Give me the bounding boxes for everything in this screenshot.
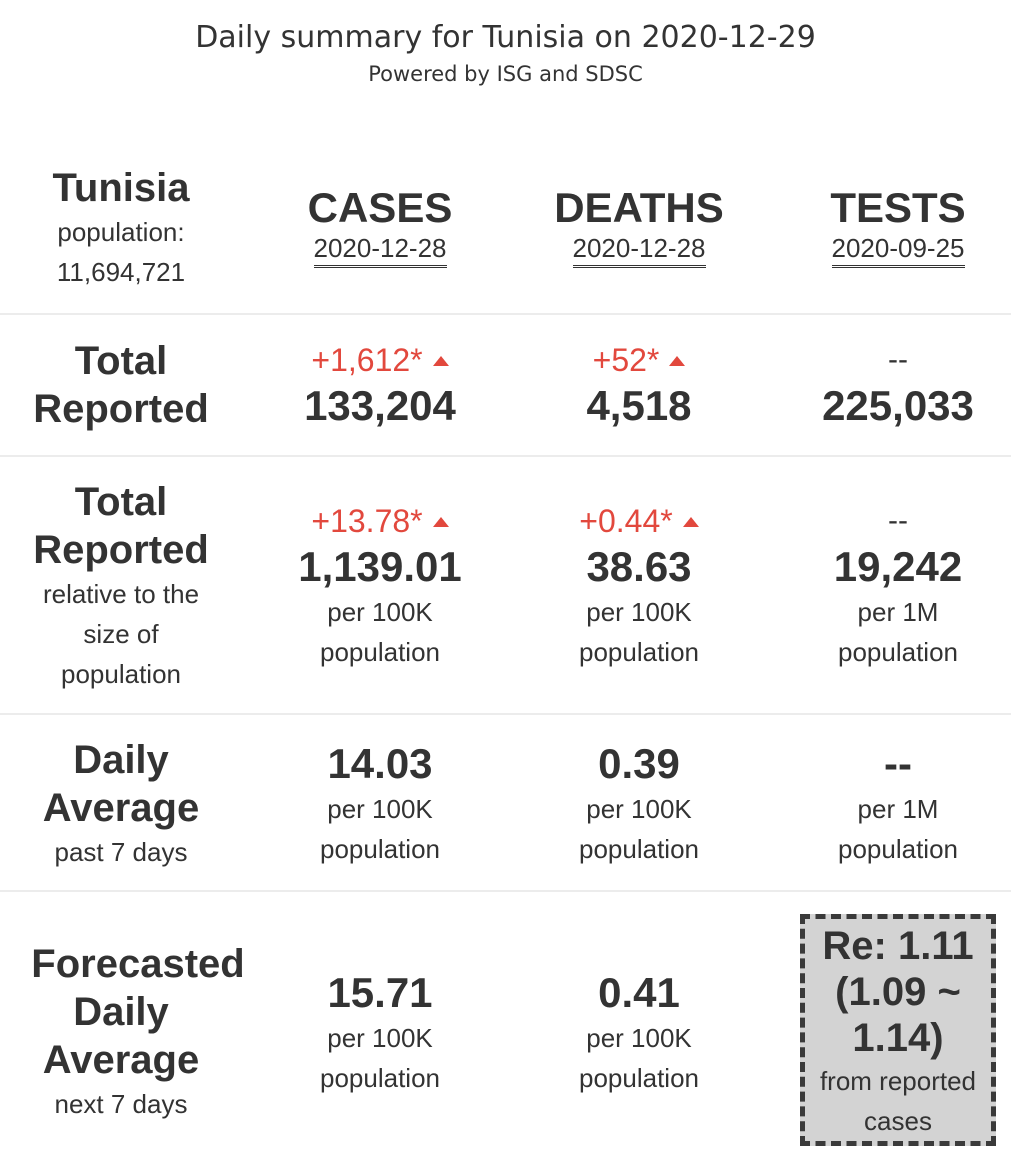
tests-delta: --	[888, 343, 908, 376]
row-label-line: Average	[42, 786, 200, 830]
re-value: Re: 1.11	[822, 924, 974, 968]
unit-line: per 100K	[586, 1023, 692, 1053]
forecast-deaths-cell: 0.41 per 100K population	[510, 968, 768, 1098]
row-sublabel-line: next 7 days	[54, 1089, 188, 1119]
relative-deaths-cell: +0.44* 38.63 per 100K population	[510, 500, 768, 672]
row-sublabel-line: past 7 days	[54, 837, 188, 867]
row-divider	[0, 455, 1011, 457]
deaths-total-value: 4,518	[586, 382, 692, 429]
row-label-total: Total Reported	[0, 337, 242, 433]
deaths-forecast-value: 0.41	[598, 969, 680, 1016]
deaths-delta-text: +52*	[592, 342, 660, 378]
tests-column-header: TESTS 2020-09-25	[768, 184, 1011, 268]
row-label-line: Reported	[33, 387, 209, 431]
tests-relative-value: 19,242	[833, 543, 963, 590]
cases-forecast-value: 15.71	[327, 969, 433, 1016]
daily-cases-cell: 14.03 per 100K population	[250, 739, 510, 869]
deaths-relative-delta: +0.44*	[510, 500, 768, 542]
row-label-forecast-rest: Daily Average next 7 days	[0, 988, 242, 1124]
re-source-line: cases	[864, 1106, 932, 1136]
unit-line: per 100K	[586, 597, 692, 627]
cases-delta-text: +1,612*	[311, 342, 423, 378]
daily-deaths-cell: 0.39 per 100K population	[510, 739, 768, 869]
total-deaths-cell: +52* 4,518	[510, 339, 768, 431]
cases-heading: CASES	[307, 184, 453, 231]
cases-column-header: CASES 2020-12-28	[250, 184, 510, 268]
country-block: Tunisia population: 11,694,721	[0, 164, 242, 292]
unit-line: population	[320, 834, 440, 864]
row-label-line: Daily	[73, 738, 169, 782]
deaths-relative-value: 38.63	[586, 543, 692, 590]
tests-daily-value: --	[884, 740, 912, 787]
row-label-line: Total	[74, 339, 168, 383]
deaths-delta: +52*	[510, 339, 768, 381]
cases-relative-value: 1,139.01	[298, 543, 462, 590]
unit-line: per 100K	[327, 597, 433, 627]
unit-line: population	[838, 637, 958, 667]
row-label-line: Forecasted	[31, 942, 245, 986]
page-subtitle: Powered by ISG and SDSC	[368, 62, 643, 86]
row-label-daily: Daily Average past 7 days	[0, 736, 242, 872]
tests-date-link[interactable]: 2020-09-25	[831, 232, 965, 268]
unit-line: population	[320, 1063, 440, 1093]
row-sublabel-line: size of	[83, 619, 159, 649]
unit-line: population	[838, 834, 958, 864]
deaths-heading: DEATHS	[554, 184, 724, 231]
triangle-up-icon	[432, 517, 449, 527]
total-cases-cell: +1,612* 133,204	[250, 339, 510, 431]
unit-line: population	[579, 1063, 699, 1093]
daily-tests-cell: -- per 1M population	[768, 739, 1011, 869]
tests-heading: TESTS	[830, 184, 966, 231]
page-title: Daily summary for Tunisia on 2020-12-29	[195, 20, 816, 55]
re-source-line: from reported	[819, 1066, 977, 1096]
tests-relative-delta: --	[888, 504, 908, 537]
cases-delta: +1,612*	[250, 339, 510, 381]
row-divider	[0, 713, 1011, 715]
population-label: population:	[57, 217, 185, 247]
unit-line: per 1M	[857, 597, 939, 627]
row-label-line: Total	[74, 480, 168, 524]
re-estimate-box: Re: 1.11 (1.09 ~ 1.14) from reported cas…	[800, 914, 996, 1146]
cases-relative-delta: +13.78*	[250, 500, 510, 542]
row-divider	[0, 890, 1011, 892]
cases-total-value: 133,204	[304, 382, 456, 429]
row-divider	[0, 313, 1011, 315]
forecast-cases-cell: 15.71 per 100K population	[250, 968, 510, 1098]
tests-total-value: 225,033	[822, 382, 974, 429]
unit-line: per 100K	[586, 794, 692, 824]
triangle-up-icon	[682, 517, 699, 527]
deaths-column-header: DEATHS 2020-12-28	[510, 184, 768, 268]
deaths-relative-delta-text: +0.44*	[579, 503, 673, 539]
country-name: Tunisia	[52, 166, 190, 210]
row-sublabel-line: relative to the	[42, 579, 200, 609]
triangle-up-icon	[432, 356, 449, 366]
relative-cases-cell: +13.78* 1,139.01 per 100K population	[250, 500, 510, 672]
unit-line: population	[579, 637, 699, 667]
relative-tests-cell: -- 19,242 per 1M population	[768, 500, 1011, 672]
row-label-relative: Total Reported relative to the size of p…	[0, 478, 242, 694]
total-tests-cell: -- 225,033	[768, 339, 1011, 431]
row-label-line: Daily	[73, 990, 169, 1034]
unit-line: population	[320, 637, 440, 667]
row-label-forecast: Forecasted	[0, 940, 276, 988]
deaths-date-link[interactable]: 2020-12-28	[572, 232, 706, 268]
unit-line: per 100K	[327, 794, 433, 824]
population-value: 11,694,721	[56, 257, 186, 287]
re-interval-line: (1.09 ~	[835, 970, 961, 1014]
row-label-line: Average	[42, 1038, 200, 1082]
re-interval-line: 1.14)	[852, 1016, 944, 1060]
row-label-line: Reported	[33, 528, 209, 572]
deaths-daily-value: 0.39	[598, 740, 680, 787]
unit-line: per 100K	[327, 1023, 433, 1053]
unit-line: per 1M	[857, 794, 939, 824]
triangle-up-icon	[669, 356, 686, 366]
row-sublabel-line: population	[61, 659, 181, 689]
cases-relative-delta-text: +13.78*	[311, 503, 423, 539]
cases-date-link[interactable]: 2020-12-28	[313, 232, 447, 268]
cases-daily-value: 14.03	[327, 740, 433, 787]
unit-line: population	[579, 834, 699, 864]
